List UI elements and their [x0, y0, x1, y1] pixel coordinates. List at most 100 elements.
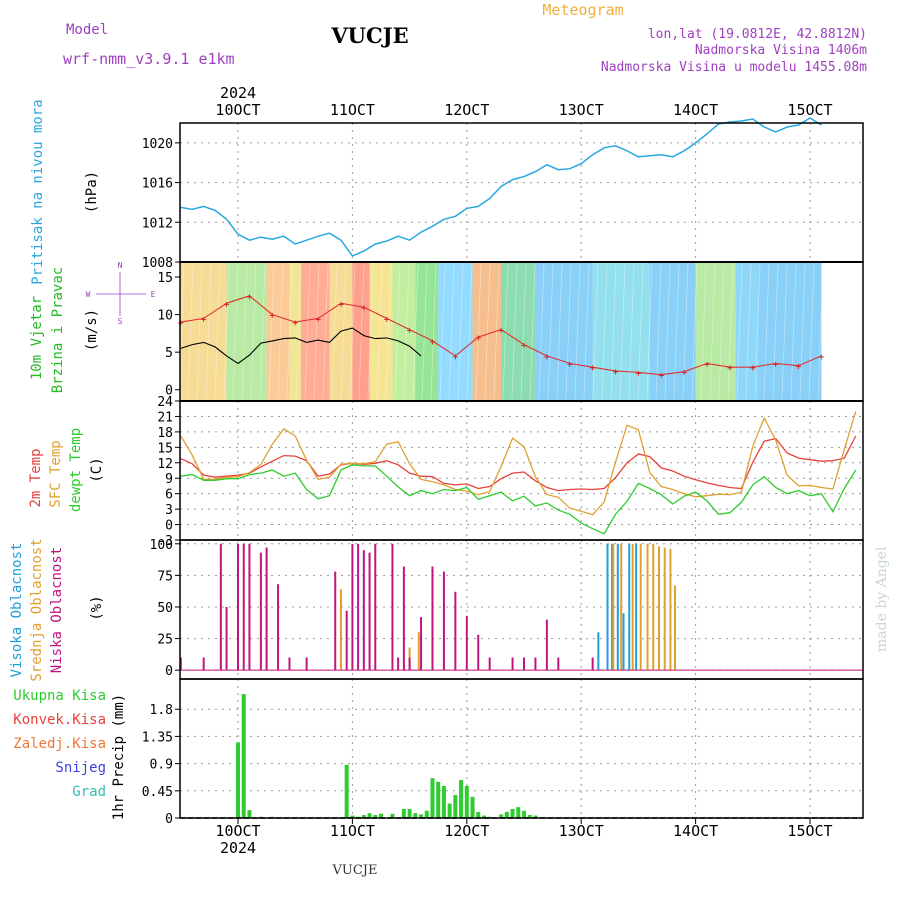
- precip-bar: [516, 807, 521, 818]
- wind-arrow-stripe: [268, 263, 275, 400]
- precip-bar: [464, 785, 469, 818]
- cloud-high-bar: [635, 543, 638, 671]
- wind-arrow-stripe: [205, 263, 212, 400]
- precip-ytick-label: 1.35: [142, 730, 173, 745]
- station-title: VUCJE: [330, 23, 408, 48]
- wind-arrow-stripe: [772, 263, 779, 400]
- wind-arrow-stripe: [718, 263, 725, 400]
- temp-label-sfc: SFC Temp: [48, 440, 64, 507]
- wind-arrow-stripe: [556, 263, 563, 400]
- wind-arrow-stripe: [484, 263, 491, 400]
- wind-arrow-stripe: [763, 263, 770, 400]
- wind-arrow-stripe: [826, 263, 833, 400]
- wind-arrow-stripe: [223, 263, 230, 400]
- precip-ytick-label: 0.45: [142, 785, 173, 800]
- precip-ytick-label: 1.8: [150, 703, 173, 718]
- cloud-low-bar: [397, 657, 400, 671]
- wind-background-band-6: [352, 262, 370, 401]
- wind-arrow-stripe: [592, 263, 599, 400]
- year-top: 2024: [220, 84, 256, 102]
- wind-arrow-stripe: [187, 263, 194, 400]
- precip-bar: [419, 814, 424, 818]
- wind-speed-line: [180, 327, 422, 365]
- precip-legend-item: Grad: [72, 784, 106, 800]
- wind-arrow-stripe: [736, 263, 743, 400]
- wind-arrow-stripe: [385, 263, 392, 400]
- temp-sfc-line: [180, 411, 857, 516]
- wind-arrow-stripe: [232, 263, 239, 400]
- precip-bar: [430, 778, 435, 818]
- wind-background-band-17: [735, 262, 759, 401]
- wind-arrow-stripe: [394, 263, 401, 400]
- temp-ytick-label: 12: [157, 457, 173, 472]
- wind-arrow-stripe: [655, 263, 662, 400]
- wind-arrow-stripe: [349, 263, 356, 400]
- wind-gust-marker: +: [818, 352, 824, 363]
- compass-north: N: [118, 261, 123, 270]
- wind-background-band-15: [649, 262, 696, 401]
- wind-arrow-stripe: [448, 263, 455, 400]
- precip-unit: 1hr Precip (mm): [111, 694, 127, 820]
- cloud-high-bar: [622, 613, 625, 671]
- wind-background-band-2: [266, 262, 290, 401]
- xtick-label-top: 11OCT: [330, 101, 375, 119]
- wind-arrow-stripe: [367, 263, 374, 400]
- cloud-label-high: Visoka Oblacnost: [9, 543, 25, 678]
- xtick-label-bottom: 10OCT: [215, 822, 260, 840]
- wind-gust-marker: +: [750, 363, 756, 374]
- compass-south: S: [118, 317, 123, 326]
- cloud-low-bar: [202, 657, 205, 671]
- wind-gust-marker: +: [407, 326, 413, 337]
- precip-bar: [504, 811, 509, 818]
- cloud-ytick-label: 25: [157, 633, 173, 648]
- meteogram-label: Meteogram: [542, 1, 623, 19]
- wind-unit: (m/s): [84, 309, 100, 351]
- cloud-unit: (%): [89, 595, 105, 620]
- wind-gust-marker: +: [658, 371, 664, 382]
- wind-arrow-stripe: [259, 263, 266, 400]
- wind-gust-marker: +: [338, 299, 344, 310]
- cloud-low-bar: [237, 543, 239, 671]
- precip-bar: [510, 808, 515, 818]
- wind-arrow-stripe: [313, 263, 320, 400]
- precip-bar: [453, 795, 458, 818]
- wind-panel-label-1: 10m Vjetar: [29, 296, 45, 380]
- cloud-low-bar: [454, 591, 457, 671]
- cloud-low-bar: [334, 571, 337, 671]
- precip-bar: [379, 813, 383, 818]
- precip-bar: [447, 803, 452, 818]
- pressure-ytick-label: 1008: [142, 256, 173, 271]
- compass-east: E: [151, 290, 156, 299]
- precip-ytick-label: 0: [165, 812, 173, 827]
- cloud-low-bar: [374, 543, 377, 671]
- temp-dewpt-line: [180, 464, 857, 535]
- temp-label-2m: 2m Temp: [28, 448, 44, 507]
- cloud-low-bar: [277, 584, 280, 671]
- cloud-low-bar: [242, 543, 245, 671]
- cloud-mid-bar: [639, 543, 642, 671]
- cloud-low-bar: [523, 657, 525, 671]
- wind-gust-marker: +: [201, 314, 207, 325]
- wind-gust-marker: +: [224, 299, 230, 310]
- pressure-ytick-label: 1020: [142, 137, 173, 152]
- precip-bar: [407, 808, 412, 818]
- model-elevation-label: Nadmorska Visina u modelu 1455.08m: [601, 60, 867, 75]
- wind-arrow-stripe: [475, 263, 482, 400]
- precip-bar: [470, 796, 475, 818]
- pressure-ytick-label: 1016: [142, 177, 173, 192]
- precip-bar: [367, 813, 372, 818]
- pressure-line: [180, 117, 822, 257]
- cloud-low-bar: [362, 550, 365, 671]
- cloud-mid-bar: [646, 543, 649, 671]
- wind-gust-marker: +: [681, 368, 687, 379]
- precip-bar: [236, 742, 240, 818]
- wind-gust-marker: +: [452, 352, 458, 363]
- wind-arrow-stripe: [511, 263, 518, 400]
- wind-gust-marker: +: [361, 303, 367, 314]
- xtick-label-bottom: 11OCT: [330, 822, 375, 840]
- cloud-high-bar: [597, 632, 600, 671]
- temp-ytick-label: 15: [157, 441, 173, 456]
- wind-gust-marker: +: [269, 311, 275, 322]
- xtick-label-bottom: 13OCT: [559, 822, 604, 840]
- wind-arrow-stripe: [565, 263, 572, 400]
